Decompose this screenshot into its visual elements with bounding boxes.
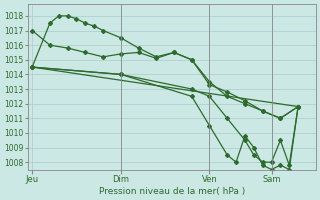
X-axis label: Pression niveau de la mer( hPa ): Pression niveau de la mer( hPa ): [99, 187, 245, 196]
